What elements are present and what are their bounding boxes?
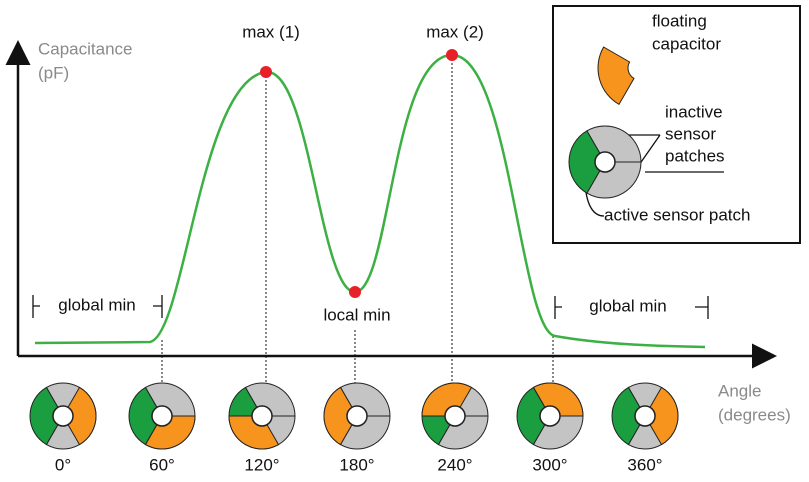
hub bbox=[152, 406, 172, 426]
hub bbox=[595, 152, 615, 172]
diagram: Capacitance (pF) Angle (degrees) max (1)… bbox=[0, 0, 809, 482]
annotation: global min bbox=[58, 295, 136, 314]
legend-text: sensor bbox=[665, 124, 716, 143]
legend-text: capacitor bbox=[652, 34, 721, 53]
hub bbox=[347, 406, 367, 426]
max-point bbox=[260, 66, 272, 78]
legend-text: inactive bbox=[665, 102, 723, 121]
angle-label: 180° bbox=[339, 455, 374, 474]
legend-text: patches bbox=[665, 146, 725, 165]
y-label: (pF) bbox=[38, 63, 69, 82]
floating-capacitor bbox=[598, 47, 634, 104]
annotation: global min bbox=[589, 296, 667, 315]
hub bbox=[53, 406, 73, 426]
max-point bbox=[446, 49, 458, 61]
y-label: Capacitance bbox=[38, 39, 133, 58]
annotation: local min bbox=[323, 305, 390, 324]
angle-label: 240° bbox=[437, 455, 472, 474]
wheels: 0° 60° 120° 180° 240° 300° 360° bbox=[30, 47, 678, 474]
x-label: Angle bbox=[718, 381, 761, 400]
angle-label: 60° bbox=[149, 455, 175, 474]
annotation: max (2) bbox=[426, 22, 484, 41]
annotation: max (1) bbox=[242, 22, 300, 41]
angle-label: 120° bbox=[244, 455, 279, 474]
min-point bbox=[349, 286, 361, 298]
hub bbox=[252, 406, 272, 426]
angle-label: 360° bbox=[627, 455, 662, 474]
legend-text: floating bbox=[652, 11, 707, 30]
hub bbox=[540, 406, 560, 426]
angle-label: 0° bbox=[55, 455, 71, 474]
x-label: (degrees) bbox=[718, 405, 791, 424]
angle-label: 300° bbox=[532, 455, 567, 474]
legend-text: active sensor patch bbox=[604, 205, 750, 224]
hub bbox=[445, 406, 465, 426]
hub bbox=[635, 406, 655, 426]
